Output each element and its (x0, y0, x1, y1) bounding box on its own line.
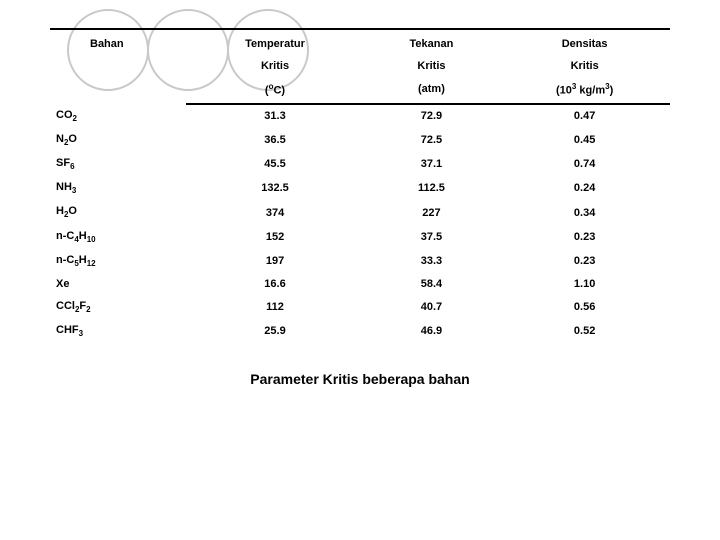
table-row: n-C5H1219733.30.23 (50, 249, 670, 273)
cell-densitas: 0.23 (499, 249, 670, 273)
cell-temperatur: 132.5 (186, 176, 363, 200)
header-temperatur: Temperatur (186, 29, 363, 55)
cell-bahan: CO2 (50, 104, 186, 128)
header-bahan: Bahan (50, 29, 186, 104)
cell-densitas: 0.74 (499, 152, 670, 176)
table-row: CO231.372.90.47 (50, 104, 670, 128)
cell-temperatur: 16.6 (186, 273, 363, 295)
cell-bahan: N2O (50, 128, 186, 152)
header-densitas: Densitas (499, 29, 670, 55)
table-row: CHF325.946.90.52 (50, 319, 670, 343)
table-row: CCl2F211240.70.56 (50, 295, 670, 319)
header-tekanan: Tekanan (364, 29, 500, 55)
cell-bahan: CHF3 (50, 319, 186, 343)
cell-temperatur: 36.5 (186, 128, 363, 152)
cell-tekanan: 72.9 (364, 104, 500, 128)
table-row: Xe16.658.41.10 (50, 273, 670, 295)
cell-tekanan: 58.4 (364, 273, 500, 295)
cell-densitas: 0.24 (499, 176, 670, 200)
cell-temperatur: 152 (186, 225, 363, 249)
cell-temperatur: 31.3 (186, 104, 363, 128)
cell-densitas: 0.47 (499, 104, 670, 128)
cell-tekanan: 37.5 (364, 225, 500, 249)
content-area: Bahan Temperatur Tekanan Densitas Kritis… (0, 0, 720, 387)
header-tekanan-kritis: Kritis (364, 55, 500, 77)
header-densitas-kritis: Kritis (499, 55, 670, 77)
cell-bahan: CCl2F2 (50, 295, 186, 319)
cell-densitas: 0.23 (499, 225, 670, 249)
cell-tekanan: 227 (364, 200, 500, 224)
cell-temperatur: 197 (186, 249, 363, 273)
cell-temperatur: 25.9 (186, 319, 363, 343)
cell-densitas: 0.52 (499, 319, 670, 343)
cell-bahan: n-C4H10 (50, 225, 186, 249)
cell-tekanan: 46.9 (364, 319, 500, 343)
cell-temperatur: 112 (186, 295, 363, 319)
cell-bahan: SF6 (50, 152, 186, 176)
header-densitas-unit: (103 kg/m3) (499, 77, 670, 104)
cell-tekanan: 33.3 (364, 249, 500, 273)
cell-densitas: 0.56 (499, 295, 670, 319)
table-row: NH3132.5112.50.24 (50, 176, 670, 200)
cell-bahan: Xe (50, 273, 186, 295)
header-tekanan-unit: (atm) (364, 77, 500, 104)
cell-tekanan: 40.7 (364, 295, 500, 319)
header-temperatur-kritis: Kritis (186, 55, 363, 77)
cell-bahan: NH3 (50, 176, 186, 200)
cell-bahan: H2O (50, 200, 186, 224)
table-row: SF645.537.10.74 (50, 152, 670, 176)
cell-tekanan: 112.5 (364, 176, 500, 200)
header-temperatur-unit: (oC) (186, 77, 363, 104)
cell-bahan: n-C5H12 (50, 249, 186, 273)
cell-tekanan: 37.1 (364, 152, 500, 176)
cell-temperatur: 374 (186, 200, 363, 224)
cell-densitas: 0.34 (499, 200, 670, 224)
table-row: n-C4H1015237.50.23 (50, 225, 670, 249)
table-row: N2O36.572.50.45 (50, 128, 670, 152)
cell-densitas: 1.10 (499, 273, 670, 295)
cell-tekanan: 72.5 (364, 128, 500, 152)
caption: Parameter Kritis beberapa bahan (50, 371, 670, 387)
cell-temperatur: 45.5 (186, 152, 363, 176)
table-body: CO231.372.90.47N2O36.572.50.45SF645.537.… (50, 104, 670, 344)
table-row: H2O3742270.34 (50, 200, 670, 224)
critical-parameters-table: Bahan Temperatur Tekanan Densitas Kritis… (50, 28, 670, 343)
cell-densitas: 0.45 (499, 128, 670, 152)
